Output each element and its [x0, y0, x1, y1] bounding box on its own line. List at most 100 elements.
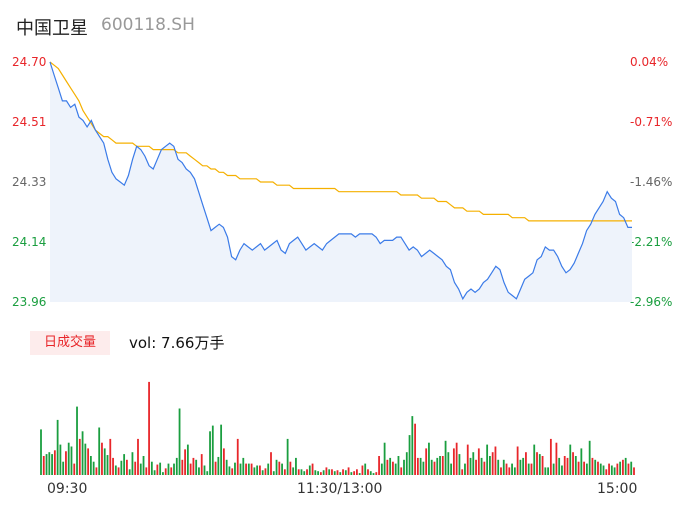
volume-bar-98: [311, 463, 314, 475]
volume-bar-127: [392, 461, 394, 475]
y-tick-left-1: 24.51: [12, 115, 47, 129]
y-tick-right-0: 0.04%: [630, 55, 669, 69]
volume-bar-138: [422, 461, 425, 475]
volume-bar-78: [256, 465, 259, 475]
volume-bar-17: [87, 448, 90, 475]
volume-bar-199: [591, 457, 594, 475]
volume-bar-39: [148, 381, 150, 475]
y-tick-left-3: 24.14: [12, 235, 47, 249]
average-price-line: [49, 61, 632, 222]
volume-bar-38: [145, 467, 148, 475]
volume-bar-123: [380, 463, 383, 475]
volume-bar-66: [222, 448, 225, 475]
volume-bar-140: [428, 442, 430, 475]
volume-bar-197: [585, 463, 588, 475]
volume-bar-182: [544, 467, 547, 475]
volume-bar-164: [494, 446, 497, 475]
volume-bar-60: [206, 471, 209, 475]
volume-bar-175: [525, 452, 527, 475]
y-tick-right-1: -0.71%: [630, 115, 673, 129]
volume-bar-208: [616, 463, 619, 475]
volume-bar-81: [264, 468, 267, 475]
volume-bar-129: [397, 456, 400, 475]
volume-bar-174: [522, 457, 525, 475]
volume-bar-75: [247, 463, 250, 475]
volume-bar-87: [281, 463, 283, 475]
x-tick-0930: 09:30: [47, 481, 88, 497]
volume-bar-25: [109, 438, 112, 475]
volume-bar-61: [209, 431, 211, 475]
volume-bar-99: [314, 470, 317, 475]
volume-bar-116: [361, 465, 364, 475]
volume-bar-193: [574, 456, 577, 475]
volume-bar-145: [441, 456, 444, 475]
volume-bar-139: [425, 448, 428, 475]
volume-bar-179: [536, 452, 538, 475]
daily-volume-tab[interactable]: 日成交量: [30, 331, 110, 355]
volume-bar-154: [466, 444, 469, 475]
volume-bar-100: [317, 471, 319, 475]
x-tick-1500: 15:00: [597, 481, 638, 497]
volume-bar-189: [563, 456, 566, 475]
volume-bar-149: [452, 448, 455, 475]
volume-bar-57: [198, 467, 200, 475]
volume-bar-204: [605, 469, 608, 475]
volume-bar-55: [192, 457, 195, 475]
volume-bar-163: [491, 452, 494, 475]
volume-bar-181: [541, 456, 544, 475]
volume-bar-102: [322, 470, 325, 475]
volume-bar-135: [414, 423, 416, 475]
volume-bar-9: [65, 451, 67, 475]
volume-bar-106: [333, 471, 336, 475]
volume-bar-96: [306, 469, 308, 475]
volume-bar-64: [217, 456, 220, 475]
volume-bar-28: [117, 467, 120, 475]
volume-bar-70: [234, 462, 236, 475]
volume-bar-46: [167, 463, 170, 475]
volume-bar-91: [292, 467, 295, 475]
volume-bar-0: [40, 429, 42, 475]
volume-bar-144: [439, 456, 441, 475]
volume-bar-74: [245, 463, 247, 475]
volume-bar-104: [328, 469, 331, 475]
volume-bar-114: [356, 469, 358, 475]
volume-bar-36: [139, 463, 142, 475]
volume-bar-141: [430, 459, 433, 475]
volume-bar-1: [42, 456, 45, 475]
volume-bar-29: [120, 460, 123, 475]
volume-bar-202: [599, 463, 602, 475]
volume-bar-44: [162, 472, 164, 475]
volume-bar-103: [325, 467, 328, 475]
volume-bar-142: [433, 461, 436, 475]
volume-bar-109: [342, 469, 344, 475]
volume-bar-207: [613, 467, 616, 475]
volume-bar-40: [150, 461, 153, 475]
volume-bar-68: [228, 466, 231, 475]
volume-bar-173: [519, 459, 522, 475]
volume-bar-155: [469, 457, 472, 475]
volume-bar-133: [408, 435, 411, 475]
volume-bar-166: [500, 467, 502, 475]
volume-bar-167: [502, 459, 505, 475]
volume-bar-52: [184, 449, 186, 475]
volume-bar-121: [375, 472, 378, 475]
volume-bar-147: [447, 452, 450, 475]
volume-bar-86: [278, 461, 281, 475]
volume-bar-162: [489, 456, 491, 475]
volume-bar-58: [200, 454, 203, 475]
volume-bar-97: [308, 465, 311, 475]
volume-bar-2: [45, 454, 48, 475]
volume-bar-212: [627, 463, 630, 475]
volume-bar-131: [403, 459, 405, 475]
volume-bar-115: [358, 473, 361, 475]
volume-bar-169: [508, 467, 511, 475]
volume-bar-158: [477, 448, 480, 475]
volume-bar-110: [344, 470, 347, 475]
volume-bar-12: [73, 463, 76, 475]
volume-bar-198: [588, 440, 591, 475]
volume-bar-15: [81, 431, 84, 475]
volume-bar-49: [175, 457, 178, 475]
volume-bar-168: [505, 463, 508, 475]
volume-bar-136: [416, 457, 419, 475]
price-line: [49, 61, 632, 301]
